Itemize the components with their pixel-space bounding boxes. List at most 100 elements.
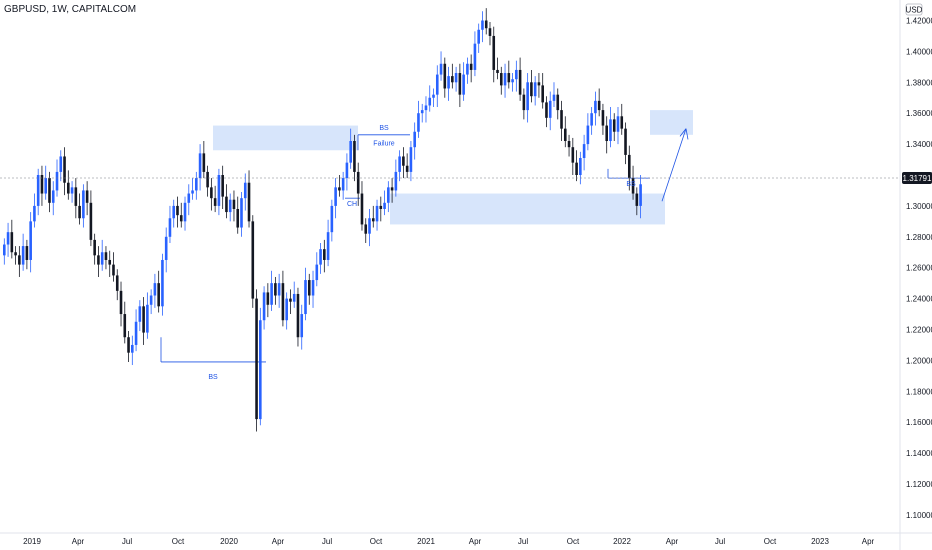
candle-body	[371, 218, 375, 222]
candle-body	[624, 128, 627, 155]
annotation-label-2: Failure	[373, 141, 395, 148]
candle-body	[390, 187, 394, 191]
time-tick: Jul	[322, 537, 332, 546]
candle-body	[387, 187, 390, 203]
candle-body	[119, 290, 123, 315]
time-tick: Apr	[72, 537, 85, 546]
candle-body	[51, 190, 55, 203]
candle-body	[552, 94, 556, 101]
candle-body	[127, 337, 130, 353]
candle-body	[477, 29, 480, 44]
candle-body	[394, 171, 398, 191]
candle-body	[484, 20, 488, 29]
candle-body	[164, 236, 168, 260]
price-tick: 1.14000	[906, 449, 932, 458]
annotation-label-1: BS	[208, 374, 218, 381]
candle-body	[605, 125, 608, 142]
candle-body	[409, 147, 413, 172]
candle-body	[236, 208, 240, 228]
time-axis[interactable]: 2019 Apr Jul Oct 2020 Apr Jul Oct 2021 Apr Jul Oct 2…	[23, 537, 874, 546]
candle-body	[221, 175, 224, 197]
candle-body	[571, 147, 575, 163]
candle-body	[334, 187, 337, 206]
candle-body	[473, 43, 477, 70]
candle-body	[499, 73, 503, 86]
price-tick: 1.20000	[906, 356, 932, 365]
candle-body	[383, 202, 386, 209]
candle-body	[451, 76, 454, 83]
candle-body	[131, 344, 134, 353]
candle-body	[85, 190, 89, 203]
candle-body	[364, 224, 368, 234]
candle-body	[97, 255, 100, 265]
annotation-label-4: BS	[379, 125, 389, 132]
candle-body	[40, 175, 44, 194]
candle-body	[304, 280, 307, 315]
price-tick: 1.40000	[906, 47, 932, 56]
price-tick: 1.28000	[906, 233, 932, 242]
candle-body	[213, 198, 217, 206]
price-tick: 1.42000	[906, 17, 932, 26]
candle-body	[142, 306, 145, 333]
candle-body	[176, 205, 179, 216]
time-tick: Oct	[172, 537, 185, 546]
candle-body	[70, 187, 74, 194]
candle-body	[319, 249, 322, 265]
candle-body	[612, 119, 616, 132]
candle-body	[134, 321, 138, 345]
candle-body	[168, 218, 172, 237]
time-tick: 2021	[417, 537, 435, 546]
candle-body	[597, 100, 601, 111]
currency-badge: USD	[906, 3, 923, 16]
candle-body	[375, 205, 379, 222]
projection-arrow	[661, 128, 687, 202]
candle-body	[210, 187, 213, 199]
candle-body	[6, 232, 10, 245]
candle-body	[292, 293, 296, 302]
candle-body	[368, 218, 371, 234]
candle-body	[270, 283, 273, 305]
candle-body	[157, 283, 160, 307]
candle-body	[315, 264, 319, 281]
candle-body	[18, 255, 21, 265]
price-tick: 1.38000	[906, 78, 932, 87]
candle-body	[616, 116, 620, 132]
candle-body	[466, 63, 469, 75]
candle-body	[353, 141, 356, 172]
candle-body	[492, 35, 496, 70]
candle-body	[405, 165, 409, 172]
candle-body	[14, 252, 17, 256]
price-tick: 1.36000	[906, 109, 932, 118]
arrow-head-left	[679, 128, 687, 137]
candle-body	[631, 178, 635, 194]
candle-body	[345, 162, 349, 179]
annotation-label-3: CH	[347, 201, 357, 208]
candle-body	[341, 178, 345, 191]
candle-body	[496, 69, 499, 74]
candle-body	[567, 141, 571, 148]
candle-body	[89, 202, 93, 240]
candle-body	[74, 187, 78, 206]
candle-body	[556, 94, 560, 111]
annotation-label-5: BS	[626, 181, 636, 188]
candle-body	[413, 131, 416, 148]
candle-body	[161, 259, 164, 307]
price-axis[interactable]: 1.420001.400001.380001.360001.340001.320…	[906, 17, 932, 520]
candle-body	[123, 314, 127, 338]
candle-body	[266, 292, 270, 305]
candle-body	[338, 187, 341, 191]
price-tick: 1.12000	[906, 480, 932, 489]
time-tick: 2020	[220, 537, 238, 546]
candles	[3, 8, 642, 432]
candle-body	[255, 298, 258, 420]
candle-body	[240, 198, 243, 228]
zone-3	[650, 110, 693, 135]
candle-body	[281, 283, 285, 321]
candle-body	[635, 193, 639, 206]
time-tick: Apr	[469, 537, 482, 546]
time-tick: Apr	[862, 537, 875, 546]
candle-body	[601, 110, 605, 126]
candle-body	[104, 252, 108, 260]
candle-body	[44, 178, 48, 194]
